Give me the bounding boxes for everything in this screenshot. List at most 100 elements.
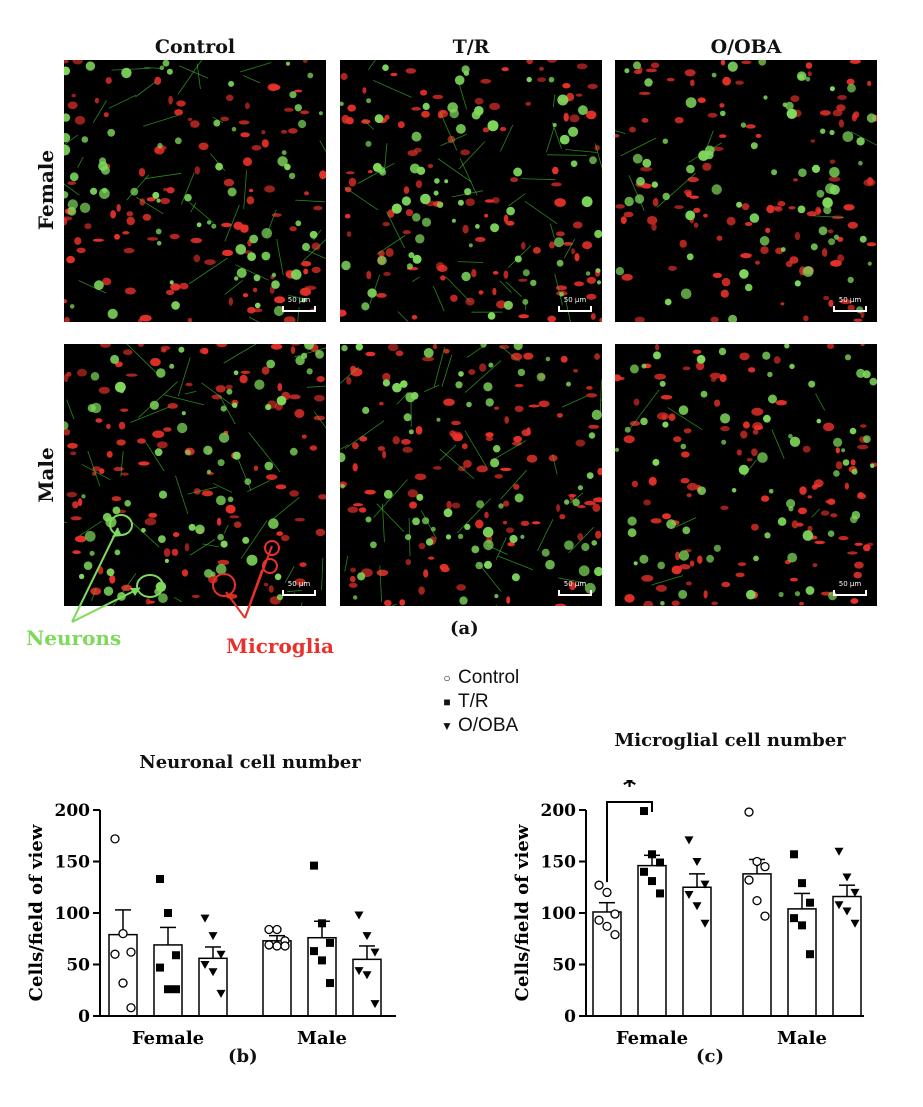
legend-label: O/OBA — [458, 715, 519, 736]
column-header-tr: T/R — [452, 36, 490, 58]
data-point — [310, 861, 318, 870]
scale-bar: 50 µm — [282, 580, 316, 596]
data-point — [208, 968, 218, 977]
scale-bar: 50 µm — [558, 580, 592, 596]
scale-bar-label: 50 µm — [838, 296, 862, 304]
data-point — [760, 911, 770, 921]
data-point — [370, 948, 380, 957]
data-point — [850, 888, 860, 897]
data-point — [744, 807, 754, 817]
data-point — [216, 950, 226, 959]
data-point — [172, 985, 180, 994]
data-point — [362, 932, 372, 941]
y-axis-label: Cells/field of view — [26, 824, 47, 1001]
data-point — [834, 901, 844, 910]
data-point — [280, 941, 290, 951]
data-point — [692, 858, 702, 866]
data-point — [326, 979, 334, 988]
data-point — [164, 909, 172, 917]
scale-bar-label: 50 µm — [563, 580, 587, 588]
data-point — [602, 887, 612, 898]
legend-label: T/R — [458, 691, 489, 712]
data-point — [126, 947, 136, 957]
chart-title-neuronal: Neuronal cell number — [139, 752, 361, 773]
micrograph-male-tr: 50 µm — [340, 344, 602, 606]
filled-triangle-down-icon: ▼ — [441, 719, 453, 733]
data-point — [684, 836, 694, 845]
bar-ooba — [198, 957, 228, 1017]
x-tick-label: Male — [297, 1028, 347, 1049]
data-point — [752, 856, 762, 867]
x-tick-label: Male — [777, 1028, 827, 1049]
legend: ○ Control ■ T/R ▼ O/OBA — [436, 666, 519, 738]
label-microglia: Microglia — [226, 634, 334, 658]
data-point — [842, 907, 852, 916]
column-header-control: Control — [154, 36, 236, 58]
data-point — [850, 919, 860, 928]
column-header-oboa: O/OBA — [710, 36, 782, 58]
data-point — [326, 938, 334, 947]
scale-bar-label: 50 µm — [287, 296, 311, 304]
data-point — [790, 850, 798, 859]
legend-item-tr: ■ T/R — [436, 690, 519, 714]
data-point — [744, 875, 754, 885]
data-point — [272, 941, 282, 951]
data-point — [610, 909, 620, 919]
data-point — [118, 928, 128, 939]
micrograph-female-control: 50 µm — [64, 60, 326, 322]
y-tick-label: 100 — [541, 904, 577, 924]
data-point — [200, 961, 210, 969]
data-point — [610, 929, 620, 940]
data-point — [656, 858, 664, 867]
data-point — [200, 914, 210, 923]
data-point — [110, 834, 120, 844]
row-header-female: Female — [34, 149, 58, 231]
data-point — [594, 915, 604, 925]
y-tick-label: 100 — [55, 904, 91, 924]
scale-bar-label: 50 µm — [287, 580, 311, 588]
y-axis-label: Cells/field of view — [512, 824, 533, 1001]
data-point — [692, 902, 702, 911]
data-point — [126, 1003, 136, 1013]
data-point — [264, 940, 274, 950]
legend-item-oboa: ▼ O/OBA — [436, 714, 519, 738]
data-point — [684, 890, 694, 899]
data-point — [156, 963, 164, 972]
open-circle-icon: ○ — [443, 671, 451, 685]
data-point — [842, 873, 852, 882]
x-tick-label: Female — [132, 1028, 204, 1049]
data-point — [164, 985, 172, 994]
data-point — [354, 911, 364, 920]
data-point — [806, 898, 814, 907]
legend-label: Control — [458, 667, 520, 688]
scale-bar: 50 µm — [833, 296, 867, 312]
data-point — [648, 850, 656, 859]
x-tick-label: Female — [616, 1028, 688, 1049]
data-point — [318, 956, 326, 965]
bar-ooba — [832, 895, 862, 1017]
micrograph-male-control: 50 µm — [64, 344, 326, 606]
annotation-arrows — [71, 514, 280, 623]
legend-item-control: ○ Control — [436, 666, 519, 690]
chart-title-microglial: Microglial cell number — [614, 730, 846, 751]
data-point — [208, 932, 218, 941]
data-point — [752, 895, 762, 906]
chart-neuronal-cell-number: 0 50 100 150 200 Cells/field of view Female Mal… — [26, 801, 396, 1049]
y-tick-label: 50 — [552, 956, 576, 976]
significance-star: * — [623, 780, 637, 801]
data-point — [790, 914, 798, 923]
data-point — [118, 978, 128, 988]
bar-tr — [637, 864, 667, 1017]
data-point — [172, 951, 180, 960]
bar-control — [742, 873, 772, 1017]
y-tick-label: 150 — [541, 853, 577, 873]
panel-tag-b: (b) — [228, 1046, 258, 1067]
data-point — [264, 924, 274, 935]
data-point — [760, 862, 770, 872]
micrograph-female-tr: 50 µm — [340, 60, 602, 322]
data-point — [798, 921, 806, 930]
panel-tag-c: (c) — [696, 1046, 724, 1067]
data-point — [602, 921, 612, 932]
data-point — [640, 867, 648, 876]
filled-square-icon: ■ — [443, 695, 451, 709]
